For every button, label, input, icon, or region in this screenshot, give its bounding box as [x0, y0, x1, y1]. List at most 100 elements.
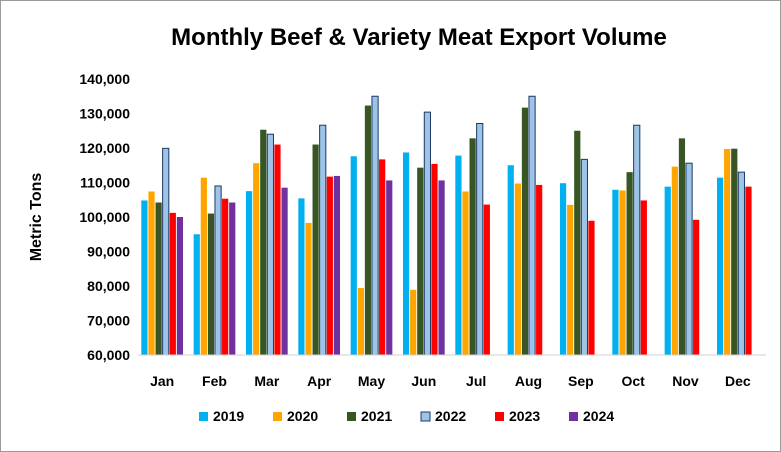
y-axis-ticks: 60,000 70,000 80,000 90,000 100,000 110,000 12… [79, 71, 130, 363]
y-axis-label: Metric Tons [28, 173, 45, 262]
x-tick-label: Sep [568, 373, 594, 389]
y-tick-label: 110,000 [80, 175, 130, 191]
bar-2021-jul [469, 138, 476, 355]
bar-2019-may [350, 156, 357, 355]
bar-2024-mar [281, 187, 288, 355]
bar-2021-mar [260, 129, 267, 355]
bar-2020-sep [567, 204, 574, 355]
bar-2022-jan [162, 147, 170, 356]
x-tick-label: Mar [254, 373, 279, 389]
bar-2019-sep [559, 183, 567, 355]
legend-label-2022: 2022 [435, 408, 466, 424]
y-tick-label: 100,000 [79, 209, 130, 225]
bar-2020-may [357, 288, 364, 355]
bar-2019-jun [402, 152, 410, 355]
bar-2019-aug [507, 165, 514, 355]
x-tick-label: May [358, 373, 385, 389]
bar-2023-jul [483, 204, 490, 355]
x-tick-label: Jul [466, 373, 486, 389]
legend-swatch-2022 [420, 411, 431, 422]
bar-2022-aug [528, 95, 536, 356]
bar-2020-oct [619, 190, 626, 355]
y-tick-label: 140,000 [79, 71, 130, 87]
bar-2022-dec [737, 171, 745, 356]
bar-2023-dec [745, 186, 752, 355]
y-tick-label: 70,000 [87, 313, 130, 329]
bar-2022-jul [476, 123, 484, 356]
bar-2021-jun [417, 167, 424, 355]
bar-2022-nov [685, 162, 693, 356]
legend-label-2023: 2023 [509, 408, 540, 424]
x-tick-label: Feb [202, 373, 227, 389]
bar-2020-jan [148, 191, 155, 355]
bar-2023-mar [274, 144, 281, 355]
x-tick-label: Jan [150, 373, 174, 389]
y-tick-label: 120,000 [79, 140, 130, 156]
bar-2019-feb [193, 234, 200, 355]
legend: 2019 2020 2021 2022 2023 2024 [199, 408, 614, 424]
bars [141, 95, 752, 356]
x-tick-label: Jun [411, 373, 436, 389]
bar-2023-feb [222, 198, 229, 355]
bar-2020-nov [671, 166, 678, 355]
y-tick-label: 60,000 [87, 347, 130, 363]
bar-2021-apr [312, 144, 319, 355]
bar-2021-oct [626, 172, 633, 355]
bar-2020-jun [410, 289, 417, 355]
legend-swatch-2021 [347, 412, 356, 421]
bar-2022-oct [633, 124, 641, 356]
bar-2024-jan [176, 217, 184, 355]
bar-2020-dec [724, 149, 731, 355]
bar-2023-jun [431, 163, 438, 355]
bar-2023-apr [326, 176, 333, 355]
bar-2023-may [379, 159, 386, 355]
legend-swatch-2024 [569, 412, 578, 421]
x-tick-label: Aug [515, 373, 542, 389]
bar-2024-jun [438, 180, 445, 355]
legend-label-2024: 2024 [583, 408, 614, 424]
bar-2020-mar [253, 163, 260, 355]
x-tick-label: Dec [725, 373, 751, 389]
bar-2022-mar [266, 133, 274, 356]
bar-2021-dec [731, 148, 738, 355]
bar-2021-feb [207, 213, 215, 355]
y-tick-label: 130,000 [79, 106, 130, 122]
legend-swatch-2020 [273, 412, 282, 421]
bar-2020-jul [462, 191, 469, 355]
bar-2020-aug [514, 183, 521, 355]
legend-swatch-2019 [199, 412, 208, 421]
x-tick-label: Oct [621, 373, 645, 389]
legend-label-2020: 2020 [287, 408, 318, 424]
bar-2021-aug [521, 107, 529, 355]
bar-2022-jun [423, 111, 431, 356]
bar-2022-sep [580, 158, 588, 356]
bar-2022-feb [214, 185, 222, 356]
bar-2019-oct [612, 189, 619, 355]
x-tick-label: Nov [672, 373, 699, 389]
legend-label-2019: 2019 [213, 408, 244, 424]
bar-2023-jan [169, 212, 176, 355]
bar-2021-may [364, 105, 372, 355]
y-tick-label: 80,000 [87, 278, 130, 294]
bar-2020-apr [305, 222, 312, 355]
bar-2019-nov [664, 186, 671, 355]
legend-swatch-2023 [495, 412, 504, 421]
bar-2024-apr [333, 175, 341, 355]
bar-2019-dec [716, 177, 724, 355]
bar-2021-nov [678, 138, 686, 355]
bar-2023-aug [536, 184, 543, 355]
bar-2019-mar [245, 191, 253, 356]
bar-2019-apr [298, 198, 305, 355]
bar-2024-may [386, 180, 393, 355]
bar-2019-jan [141, 200, 148, 355]
bar-2023-sep [588, 220, 595, 355]
bar-2020-feb [200, 177, 207, 355]
bar-2021-jan [155, 202, 162, 355]
bar-2023-nov [693, 219, 700, 355]
x-tick-label: Apr [307, 373, 332, 389]
y-tick-label: 90,000 [87, 244, 130, 260]
bar-2024-feb [229, 202, 236, 355]
legend-label-2021: 2021 [361, 408, 392, 424]
